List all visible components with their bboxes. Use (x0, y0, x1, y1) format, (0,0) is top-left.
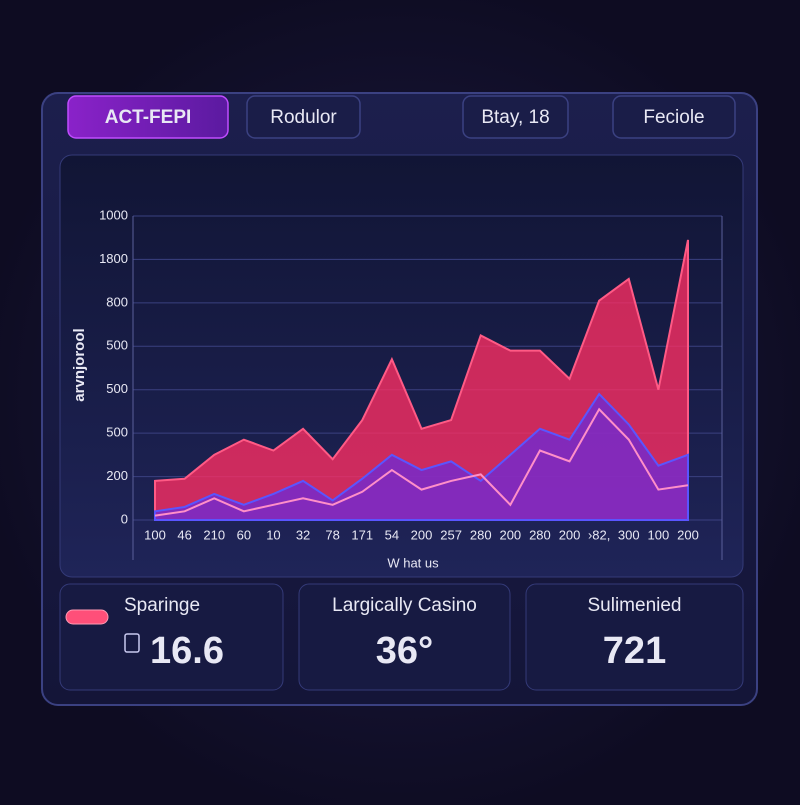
x-tick-label: 10 (266, 527, 280, 542)
y-tick-label: 500 (106, 425, 128, 440)
y-tick-label: 200 (106, 468, 128, 483)
tab-label[interactable]: Btay, 18 (481, 107, 549, 128)
x-tick-label: 257 (440, 527, 462, 542)
stat-label: Sulimenied (588, 595, 682, 616)
tab-label[interactable]: ACT-FEPI (105, 107, 192, 128)
x-tick-label: 100 (144, 527, 166, 542)
x-tick-label: 200 (411, 527, 433, 542)
x-tick-label: 210 (203, 527, 225, 542)
y-tick-label: 800 (106, 294, 128, 309)
x-tick-label: 171 (351, 527, 373, 542)
area (154, 392, 689, 521)
stat-value: 36° (376, 630, 433, 672)
y-axis-label: arvnjorool (71, 328, 88, 401)
stat-value: 16.6 (150, 630, 224, 672)
stat-label: Largically Casino (332, 595, 477, 616)
stat-card (298, 583, 511, 691)
x-tick-label: 60 (237, 527, 251, 542)
x-tick-label: 100 (648, 527, 670, 542)
x-tick-label: 200 (559, 527, 581, 542)
y-tick-label: 1800 (99, 251, 128, 266)
tab[interactable] (246, 95, 361, 139)
tab[interactable] (67, 95, 229, 139)
stat-label: Sparinge (124, 595, 200, 616)
x-tick-label: 200 (677, 527, 699, 542)
line (154, 407, 689, 517)
x-axis-label: W hat us (387, 555, 439, 570)
legend-swatch (65, 609, 109, 625)
stat-card (525, 583, 744, 691)
tab-label[interactable]: Feciole (643, 107, 704, 128)
stat-card (59, 583, 284, 691)
y-tick-label: 0 (121, 511, 128, 526)
y-tick-label: 500 (106, 381, 128, 396)
x-tick-label: 54 (385, 527, 399, 542)
tab-label[interactable]: Rodulor (270, 107, 337, 128)
x-tick-label: ›82, (588, 527, 610, 542)
y-tick-label: 1000 (99, 207, 128, 222)
tab[interactable] (612, 95, 736, 139)
stat-value: 721 (603, 630, 666, 672)
x-tick-label: 78 (325, 527, 339, 542)
icon (124, 633, 140, 653)
x-tick-label: 300 (618, 527, 640, 542)
x-tick-label: 280 (529, 527, 551, 542)
y-tick-label: 500 (106, 338, 128, 353)
x-tick-label: 200 (499, 527, 521, 542)
x-tick-label: 32 (296, 527, 310, 542)
tab[interactable] (462, 95, 569, 139)
x-tick-label: 46 (177, 527, 191, 542)
x-tick-label: 280 (470, 527, 492, 542)
